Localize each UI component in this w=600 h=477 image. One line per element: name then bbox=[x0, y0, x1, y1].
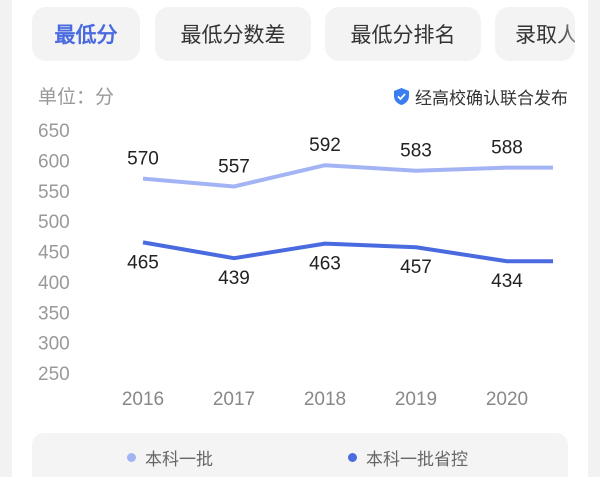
x-tick-label: 2018 bbox=[304, 389, 346, 410]
verified-shield-icon bbox=[394, 88, 409, 105]
y-tick-label: 650 bbox=[38, 121, 70, 142]
x-tick-label: 2016 bbox=[122, 389, 164, 410]
tab-min-score[interactable]: 最低分 bbox=[32, 7, 140, 61]
unit-label: 单位：分 bbox=[38, 86, 115, 108]
data-label: 570 bbox=[127, 149, 159, 170]
official-badge: 经高校确认联合发布 bbox=[394, 84, 568, 109]
data-label: 439 bbox=[218, 268, 250, 289]
series-line-1 bbox=[142, 163, 553, 189]
tab-min-score-rank[interactable]: 最低分排名 bbox=[325, 7, 481, 61]
legend-label: 本科一批 bbox=[145, 450, 213, 470]
y-tick-label: 500 bbox=[38, 212, 70, 233]
y-tick-label: 400 bbox=[38, 273, 70, 294]
y-tick-label: 450 bbox=[38, 243, 70, 264]
data-label: 463 bbox=[309, 254, 341, 275]
y-tick-label: 600 bbox=[38, 151, 70, 172]
legend-dot bbox=[348, 453, 357, 462]
legend: 本科一批 本科一批省控 bbox=[32, 433, 568, 477]
x-tick-label: 2019 bbox=[395, 389, 437, 410]
legend-item-series1[interactable]: 本科一批 bbox=[127, 445, 213, 470]
data-label: 457 bbox=[400, 257, 432, 278]
y-tick-label: 550 bbox=[38, 182, 70, 203]
tab-admission[interactable]: 录取人数 bbox=[495, 7, 575, 61]
data-label: 434 bbox=[491, 271, 523, 292]
legend-item-series2[interactable]: 本科一批省控 bbox=[348, 445, 468, 470]
y-tick-label: 300 bbox=[38, 334, 70, 355]
chart-card bbox=[12, 0, 588, 477]
legend-label: 本科一批省控 bbox=[366, 450, 468, 470]
data-label: 588 bbox=[491, 138, 523, 159]
series-line-2 bbox=[142, 240, 553, 264]
data-label: 557 bbox=[218, 156, 250, 177]
tab-admission-label: 录取人数 bbox=[515, 23, 575, 47]
badge-text: 经高校确认联合发布 bbox=[415, 89, 568, 109]
tab-min-score-diff[interactable]: 最低分数差 bbox=[155, 7, 311, 61]
data-label: 583 bbox=[400, 141, 432, 162]
x-tick-label: 2020 bbox=[486, 389, 528, 410]
data-label: 592 bbox=[309, 135, 341, 156]
y-tick-label: 250 bbox=[38, 364, 70, 385]
legend-dot bbox=[127, 453, 136, 462]
data-label: 465 bbox=[127, 252, 159, 273]
x-tick-label: 2017 bbox=[213, 389, 255, 410]
y-tick-label: 350 bbox=[38, 303, 70, 324]
